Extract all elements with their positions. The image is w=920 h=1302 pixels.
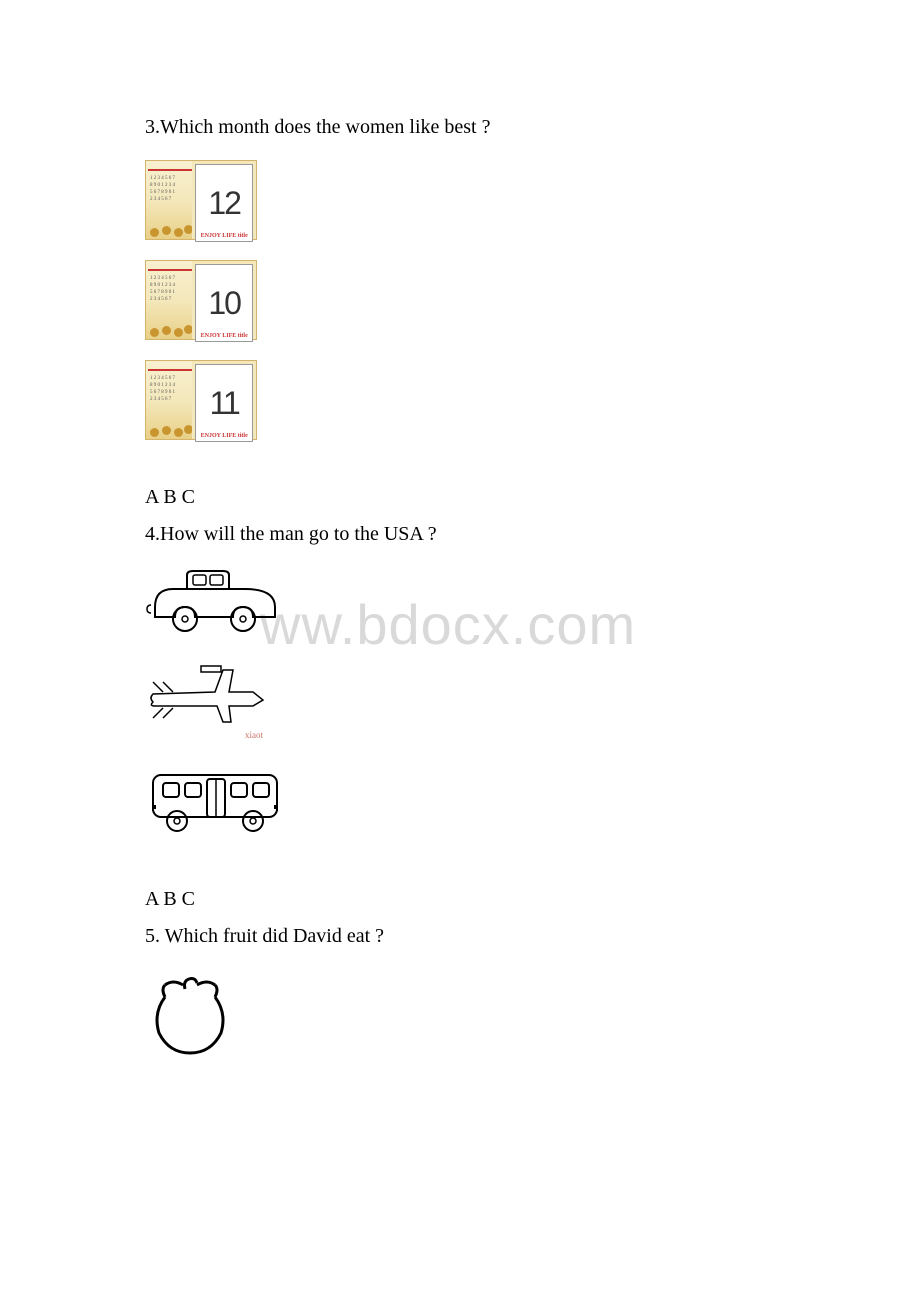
q3-option-b-calendar-10: 1 2 3 4 5 6 78 9 0 1 2 3 45 6 7 8 9 0 12…: [145, 260, 257, 340]
calendar-number-panel: 12 ENJOY LIFE title: [195, 164, 253, 242]
car-icon: [145, 567, 279, 637]
plane-caption: xiaot: [245, 730, 263, 740]
q3-option-c-calendar-11: 1 2 3 4 5 6 78 9 0 1 2 3 45 6 7 8 9 0 12…: [145, 360, 257, 440]
calendar-number: 12: [208, 185, 240, 222]
q4-option-a-car: [145, 567, 920, 642]
calendar-number: 10: [208, 285, 240, 322]
question-3-text: 3.Which month does the women like best ?: [145, 112, 920, 142]
question-4-text: 4.How will the man go to the USA ?: [145, 519, 920, 549]
calendar-subtitle: ENJOY LIFE title: [196, 433, 252, 439]
calendar-number-panel: 11 ENJOY LIFE title: [195, 364, 253, 442]
calendar-subtitle: ENJOY LIFE title: [196, 333, 252, 339]
calendar-number: 11: [210, 385, 239, 422]
apple-icon: [145, 969, 235, 1059]
calendar-left-panel: 1 2 3 4 5 6 78 9 0 1 2 3 45 6 7 8 9 0 12…: [146, 361, 192, 439]
calendar-number-panel: 10 ENJOY LIFE title: [195, 264, 253, 342]
q4-answer-labels: A B C: [145, 888, 920, 911]
q3-option-a-calendar-12: 1 2 3 4 5 6 78 9 0 1 2 3 45 6 7 8 9 0 12…: [145, 160, 257, 240]
calendar-left-panel: 1 2 3 4 5 6 78 9 0 1 2 3 45 6 7 8 9 0 12…: [146, 261, 192, 339]
question-5-text: 5. Which fruit did David eat ?: [145, 921, 920, 951]
page-content: 3.Which month does the women like best ?…: [145, 112, 920, 1064]
calendar-subtitle: ENJOY LIFE title: [196, 233, 252, 239]
bus-icon: [145, 767, 285, 837]
q3-answer-labels: A B C: [145, 486, 920, 509]
q5-option-fruit: [145, 969, 920, 1064]
calendar-left-panel: 1 2 3 4 5 6 78 9 0 1 2 3 45 6 7 8 9 0 12…: [146, 161, 192, 239]
q4-option-b-plane: xiaot: [145, 662, 920, 747]
q4-option-c-bus: [145, 767, 920, 842]
